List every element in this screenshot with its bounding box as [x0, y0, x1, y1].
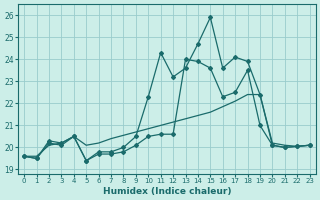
X-axis label: Humidex (Indice chaleur): Humidex (Indice chaleur) — [103, 187, 231, 196]
